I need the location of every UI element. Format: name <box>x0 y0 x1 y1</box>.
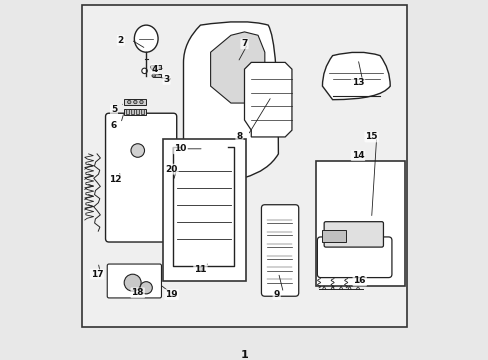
Text: 7: 7 <box>241 39 247 48</box>
FancyBboxPatch shape <box>324 222 383 247</box>
Text: 12: 12 <box>109 175 122 184</box>
Circle shape <box>133 100 137 104</box>
FancyBboxPatch shape <box>107 264 161 298</box>
PathPatch shape <box>244 62 291 137</box>
FancyBboxPatch shape <box>317 237 391 278</box>
FancyBboxPatch shape <box>105 113 176 242</box>
Text: 1: 1 <box>240 351 248 360</box>
Bar <box>124 109 146 115</box>
Text: 18: 18 <box>131 288 143 297</box>
Text: 2: 2 <box>118 36 123 45</box>
Bar <box>124 99 146 105</box>
Text: 4: 4 <box>151 65 158 74</box>
Bar <box>315 161 405 286</box>
Circle shape <box>140 100 143 104</box>
Text: 14: 14 <box>351 151 364 160</box>
Circle shape <box>150 66 154 69</box>
Ellipse shape <box>131 144 144 157</box>
Circle shape <box>124 274 141 291</box>
Text: 3: 3 <box>163 75 169 84</box>
Text: 9: 9 <box>273 290 279 299</box>
Bar <box>136 109 139 114</box>
PathPatch shape <box>183 22 278 177</box>
Text: 20: 20 <box>165 165 178 174</box>
Text: 6: 6 <box>111 121 117 130</box>
PathPatch shape <box>322 52 389 100</box>
Bar <box>163 139 245 281</box>
Text: 8: 8 <box>236 132 242 141</box>
Text: 16: 16 <box>353 276 365 285</box>
Circle shape <box>152 74 155 77</box>
Text: 19: 19 <box>165 290 178 299</box>
Bar <box>322 230 346 242</box>
Circle shape <box>140 282 152 294</box>
Bar <box>151 65 161 69</box>
Text: 15: 15 <box>365 132 377 141</box>
Ellipse shape <box>134 25 158 52</box>
Circle shape <box>127 100 131 104</box>
Text: 10: 10 <box>174 144 186 153</box>
Bar <box>126 109 129 114</box>
PathPatch shape <box>210 32 264 103</box>
Bar <box>153 74 161 77</box>
Text: 13: 13 <box>351 78 364 87</box>
Circle shape <box>142 68 147 73</box>
Text: 11: 11 <box>194 265 206 274</box>
FancyBboxPatch shape <box>261 205 298 296</box>
Text: 5: 5 <box>111 105 117 114</box>
Circle shape <box>198 267 202 271</box>
Text: 17: 17 <box>91 270 103 279</box>
Bar <box>141 109 144 114</box>
Bar <box>131 109 134 114</box>
